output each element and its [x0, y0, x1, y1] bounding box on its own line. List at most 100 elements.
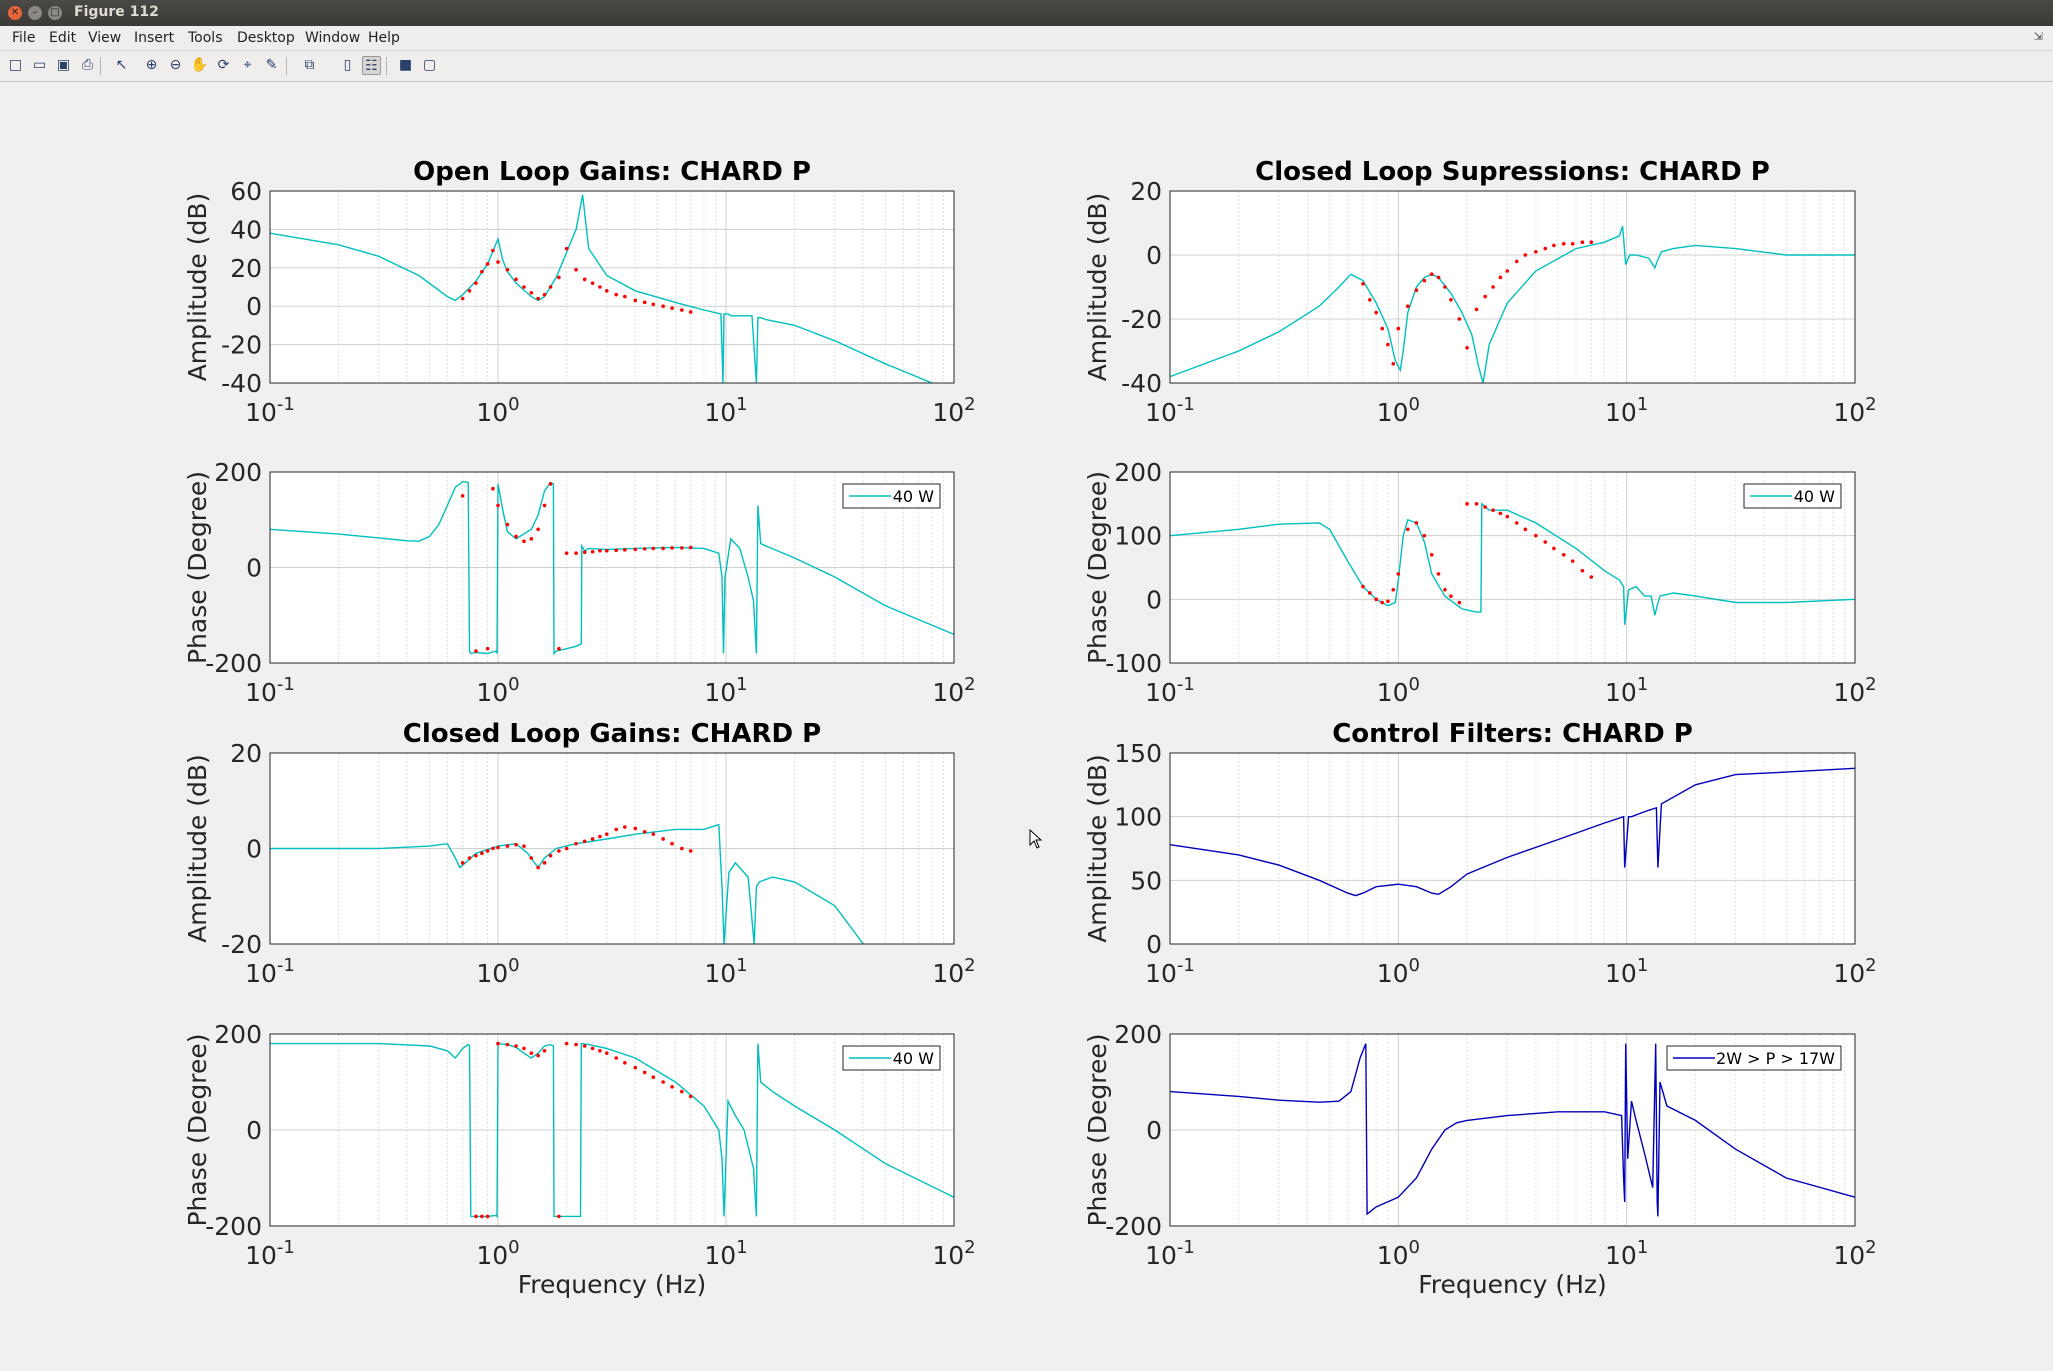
legend-icon[interactable]: ☷: [362, 56, 381, 75]
data-point: [491, 248, 495, 253]
new-figure-icon[interactable]: □: [8, 57, 23, 73]
data-point: [496, 503, 500, 508]
print-icon[interactable]: ⎙: [81, 57, 94, 73]
data-point: [604, 289, 609, 293]
minimize-window-button[interactable]: –: [28, 6, 42, 20]
data-point: [651, 1075, 656, 1079]
data-point: [582, 277, 587, 282]
plot-frame: [269, 471, 955, 664]
x-tick-label: 10-1: [1145, 1237, 1195, 1270]
data-point: [661, 546, 665, 551]
y-axis-label: Phase (Degree): [183, 471, 212, 664]
data-point: [680, 308, 684, 312]
menu-edit[interactable]: Edit: [49, 30, 77, 46]
brush-icon[interactable]: ✎: [265, 57, 278, 73]
data-point: [522, 285, 526, 289]
menu-help[interactable]: Help: [368, 30, 400, 46]
data-point: [1449, 298, 1453, 302]
menu-tools[interactable]: Tools: [188, 30, 223, 46]
data-point: [1443, 587, 1447, 592]
colorbar-icon[interactable]: ▯: [343, 57, 352, 73]
data-point: [1589, 240, 1594, 244]
y-axis-label: Phase (Degree): [1083, 1033, 1112, 1226]
data-point: [557, 849, 561, 853]
show-tools-icon[interactable]: ▢: [422, 57, 437, 73]
open-file-icon[interactable]: ▭: [32, 57, 47, 73]
y-tick-label: 0: [1146, 1116, 1162, 1145]
x-tick-label: 10-1: [245, 1237, 295, 1270]
data-point: [1414, 521, 1419, 525]
zoom-in-icon[interactable]: ⊕: [145, 57, 158, 73]
data-point: [680, 846, 684, 851]
data-point: [505, 844, 510, 848]
link-plot-icon[interactable]: ⧉: [304, 57, 315, 73]
x-tick-label: 101: [704, 955, 747, 988]
legend-label: 40 W: [893, 1049, 934, 1068]
hide-tools-icon[interactable]: ■: [398, 57, 413, 73]
x-tick-label: 102: [1833, 394, 1876, 427]
data-point: [1543, 540, 1548, 544]
pan-hand-icon[interactable]: ✋: [190, 57, 209, 73]
data-point: [1414, 288, 1419, 293]
y-tick-label: 200: [1114, 1020, 1162, 1049]
legend-label: 40 W: [893, 487, 934, 506]
data-point: [1552, 243, 1556, 248]
data-point: [505, 522, 510, 527]
data-point: [688, 1094, 693, 1099]
menu-view[interactable]: View: [88, 30, 122, 46]
data-point: [1380, 326, 1385, 331]
data-point: [529, 290, 534, 295]
data-point: [474, 853, 478, 858]
y-axis-label: Amplitude (dB): [183, 193, 212, 382]
y-tick-label: 200: [1114, 458, 1162, 487]
x-axis-label: Frequency (Hz): [1418, 1270, 1607, 1299]
zoom-out-icon[interactable]: ⊖: [169, 57, 182, 73]
menu-insert[interactable]: Insert: [134, 30, 175, 46]
data-point: [564, 1041, 569, 1046]
series-line: [1169, 502, 1856, 625]
figure-toolbar: □ ▭ ▣ ⎙ ↖ ⊕ ⊖ ✋ ⟳ ⌖ ✎ ⧉ ▯ ☷ ■ ▢: [0, 51, 2053, 82]
data-point: [614, 1056, 619, 1060]
data-point: [480, 1214, 484, 1219]
y-tick-label: -200: [205, 649, 262, 678]
data-point: [574, 841, 578, 846]
x-tick-label: 100: [1377, 1237, 1420, 1270]
save-icon[interactable]: ▣: [56, 57, 71, 73]
data-point: [460, 861, 465, 865]
close-window-button[interactable]: ✕: [8, 6, 22, 20]
menu-file[interactable]: File: [12, 30, 36, 46]
y-tick-label: -100: [1105, 649, 1162, 678]
data-point: [1483, 294, 1487, 299]
x-tick-label: 100: [476, 955, 519, 988]
undock-arrow-icon[interactable]: ⇲: [2033, 30, 2043, 43]
data-point: [1589, 575, 1594, 579]
maximize-window-button[interactable]: □: [48, 6, 62, 20]
y-tick-label: -40: [1121, 369, 1162, 398]
data-point: [590, 837, 595, 841]
data-point: [1570, 242, 1575, 246]
data-point: [522, 539, 526, 544]
select-arrow-icon[interactable]: ↖: [115, 57, 128, 73]
x-tick-label: 101: [1605, 674, 1648, 707]
data-cursor-icon[interactable]: ⌖: [243, 57, 252, 73]
data-point: [542, 292, 547, 297]
data-point: [505, 267, 510, 272]
data-point: [1443, 285, 1447, 289]
window-title: Figure 112: [74, 4, 159, 20]
x-tick-label: 101: [704, 1237, 747, 1270]
data-point: [485, 1214, 490, 1219]
series-line: [1169, 767, 1856, 897]
x-tick-label: 100: [476, 674, 519, 707]
y-tick-label: 50: [1130, 866, 1162, 895]
data-point: [598, 285, 602, 289]
rotate-3d-icon[interactable]: ⟳: [217, 57, 230, 73]
data-point: [633, 298, 638, 303]
menu-window[interactable]: Window: [305, 30, 361, 46]
menu-desktop[interactable]: Desktop: [237, 30, 295, 46]
plot-frame: [1169, 190, 1856, 384]
data-point: [1396, 326, 1401, 331]
plot-frame: [1169, 471, 1856, 664]
data-point: [564, 551, 569, 555]
